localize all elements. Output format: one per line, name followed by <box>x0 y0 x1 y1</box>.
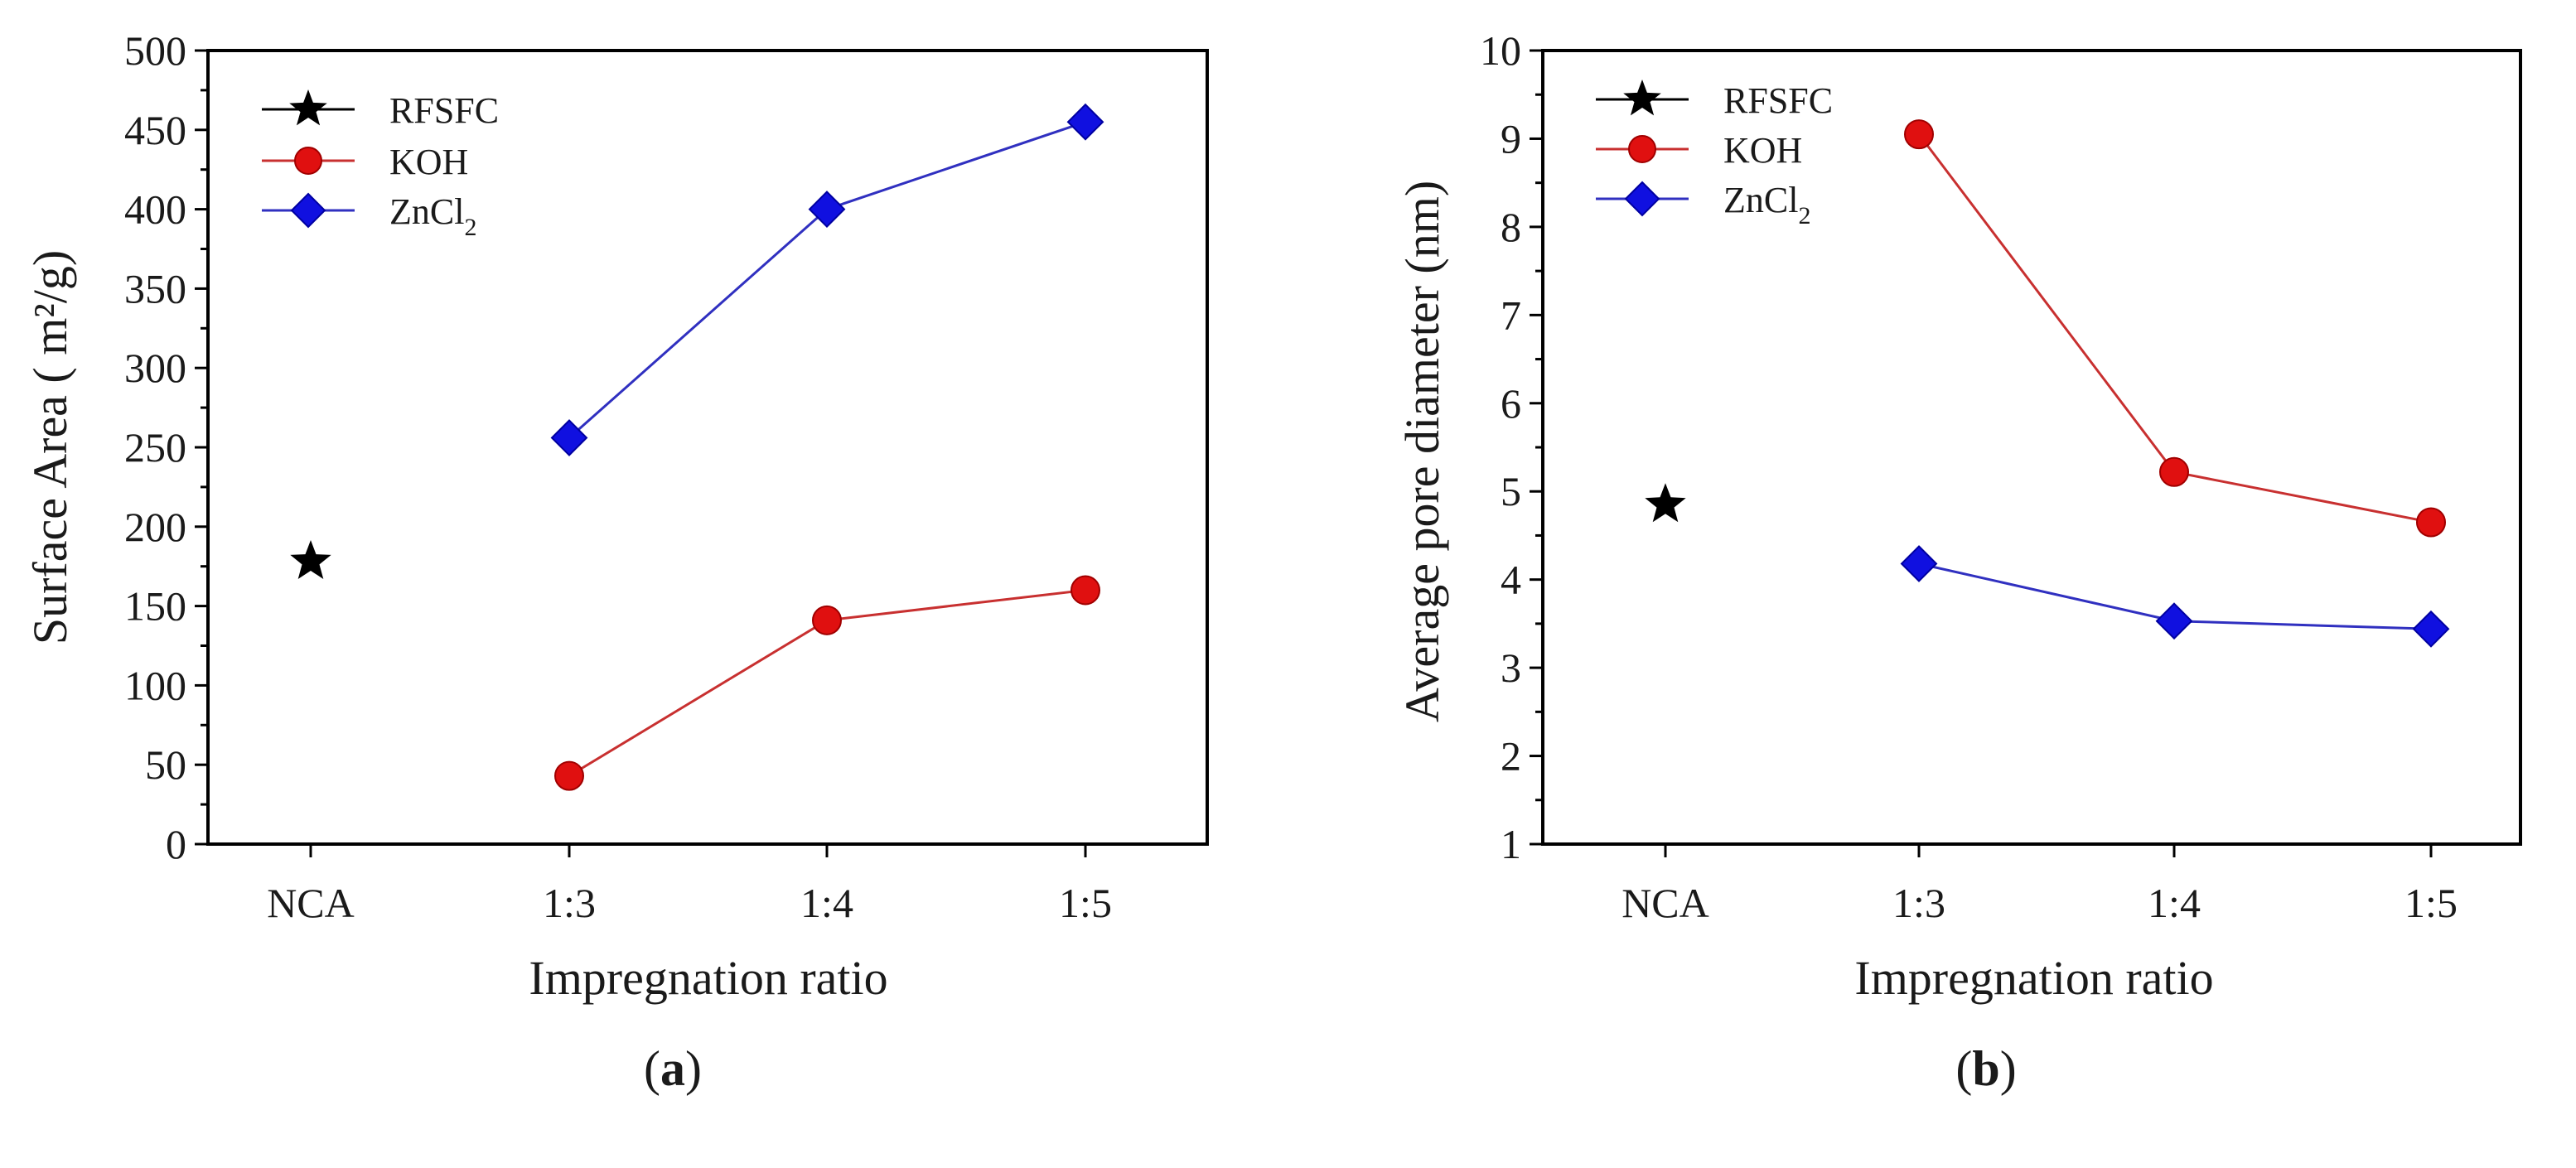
x-axis-title-b: Impregnation ratio <box>1854 951 2213 1005</box>
x-tick-label-b: NCA <box>1621 880 1709 926</box>
y-tick-label-b: 5 <box>1501 468 1521 514</box>
panel-caption-a-open: ( <box>644 1041 660 1096</box>
x-tick-label-a: 1:5 <box>1059 880 1112 926</box>
panel-caption-a-close: ) <box>685 1041 702 1096</box>
data-point-zncl2-b <box>2412 610 2450 648</box>
data-point-zncl2-b <box>1900 545 1938 582</box>
panel-caption-a-letter: a <box>660 1041 685 1096</box>
data-point-koh-a <box>554 760 584 791</box>
series-lines-b <box>1917 133 2432 630</box>
legend-label-zncl2-main-b: ZnCl <box>1723 180 1798 220</box>
legend-label-koh-b: KOH <box>1723 130 1802 171</box>
panel-caption-b: (b) <box>1955 1041 2016 1096</box>
legend-label-zncl2-main-a: ZnCl <box>389 191 464 232</box>
y-tick-label-b: 4 <box>1501 557 1521 603</box>
series-markers-b <box>1645 119 2450 648</box>
legend-b: RFSFC KOH ZnCl2 <box>1596 80 1833 229</box>
x-tick-label-b: 1:4 <box>2148 880 2201 926</box>
data-point-zncl2-a <box>550 419 588 456</box>
legend-label-zncl2-b: ZnCl2 <box>1723 180 1810 229</box>
y-tick-label-a: 350 <box>124 265 186 311</box>
plot-frame-a <box>206 49 1209 846</box>
legend-label-zncl2-sub-a: 2 <box>464 214 476 241</box>
data-point-koh-b <box>2416 507 2446 538</box>
plot-frame-b <box>1541 49 2522 846</box>
data-point-koh-b <box>1904 119 1934 150</box>
data-point-zncl2-a <box>1066 103 1104 141</box>
legend-circle-koh-b <box>1628 135 1656 163</box>
y-tick-label-a: 300 <box>124 345 186 391</box>
y-axis-ticks-a: 0 50 100 150 200 250 300 350 400 450 500 <box>124 27 208 867</box>
legend-a: RFSFC KOH ZnCl2 <box>262 89 499 241</box>
legend-label-rfsfc-b: RFSFC <box>1723 80 1833 121</box>
data-point-rfsfc-b <box>1645 483 1686 523</box>
y-tick-label-b: 2 <box>1501 733 1521 779</box>
legend-star-rfsfc-a <box>289 89 327 126</box>
data-point-zncl2-a <box>808 191 846 229</box>
y-tick-label-b: 9 <box>1501 115 1521 162</box>
x-tick-label-b: 1:3 <box>1892 880 1945 926</box>
y-tick-label-b: 1 <box>1501 821 1521 867</box>
series-markers-a <box>290 103 1104 791</box>
legend-star-rfsfc-b <box>1623 80 1661 116</box>
y-axis-ticks-b: 1 2 3 4 5 6 7 8 9 10 <box>1480 27 1543 867</box>
y-tick-label-a: 500 <box>124 27 186 74</box>
y-tick-label-a: 400 <box>124 186 186 233</box>
panel-caption-b-open: ( <box>1955 1041 1972 1096</box>
y-tick-label-b: 10 <box>1480 27 1521 74</box>
x-axis-title-a: Impregnation ratio <box>529 951 887 1005</box>
y-tick-label-b: 6 <box>1501 380 1521 427</box>
legend-diamond-zncl2-a <box>290 192 326 229</box>
x-tick-label-a: 1:3 <box>543 880 596 926</box>
x-tick-label-a: NCA <box>267 880 355 926</box>
panel-caption-b-close: ) <box>2000 1041 2017 1096</box>
y-tick-label-a: 200 <box>124 504 186 550</box>
panel-caption-b-letter: b <box>1972 1041 1999 1096</box>
x-tick-label-a: 1:4 <box>800 880 853 926</box>
legend-label-rfsfc-a: RFSFC <box>389 90 499 131</box>
chart-panel-b: 1 2 3 4 5 6 7 8 9 10 NCA 1:3 1:4 1:5 Average pore di… <box>1395 27 2522 1096</box>
legend-circle-koh-a <box>294 147 322 175</box>
legend-diamond-zncl2-b <box>1624 181 1660 217</box>
x-tick-label-b: 1:5 <box>2404 880 2458 926</box>
y-tick-label-a: 50 <box>145 741 186 788</box>
legend-label-koh-a: KOH <box>389 142 468 182</box>
chart-panel-a: 0 50 100 150 200 250 300 350 400 450 500 NCA 1:3 1:4… <box>23 27 1209 1096</box>
x-axis-ticks-a: NCA 1:3 1:4 1:5 <box>267 844 1112 926</box>
y-tick-label-b: 7 <box>1501 292 1521 338</box>
data-point-koh-b <box>2159 456 2189 487</box>
y-tick-label-a: 100 <box>124 662 186 708</box>
y-tick-label-a: 250 <box>124 424 186 471</box>
x-axis-ticks-b: NCA 1:3 1:4 1:5 <box>1621 844 2458 926</box>
data-point-koh-a <box>1071 575 1100 606</box>
y-tick-label-a: 0 <box>166 821 186 867</box>
data-point-zncl2-b <box>2155 602 2193 640</box>
y-tick-label-a: 450 <box>124 107 186 153</box>
legend-label-zncl2-sub-b: 2 <box>1798 202 1810 229</box>
y-axis-title-b: Average pore diameter (nm) <box>1395 181 1449 722</box>
panel-caption-a: (a) <box>644 1041 702 1096</box>
data-point-rfsfc-a <box>290 540 331 579</box>
y-tick-label-b: 8 <box>1501 204 1521 250</box>
data-point-koh-a <box>812 605 842 635</box>
legend-label-zncl2-a: ZnCl2 <box>389 191 476 241</box>
y-tick-label-b: 3 <box>1501 644 1521 691</box>
series-line-zncl2-a <box>568 120 1086 439</box>
y-tick-label-a: 150 <box>124 583 186 630</box>
y-axis-title-a: Surface Area ( m²/g) <box>23 250 77 644</box>
